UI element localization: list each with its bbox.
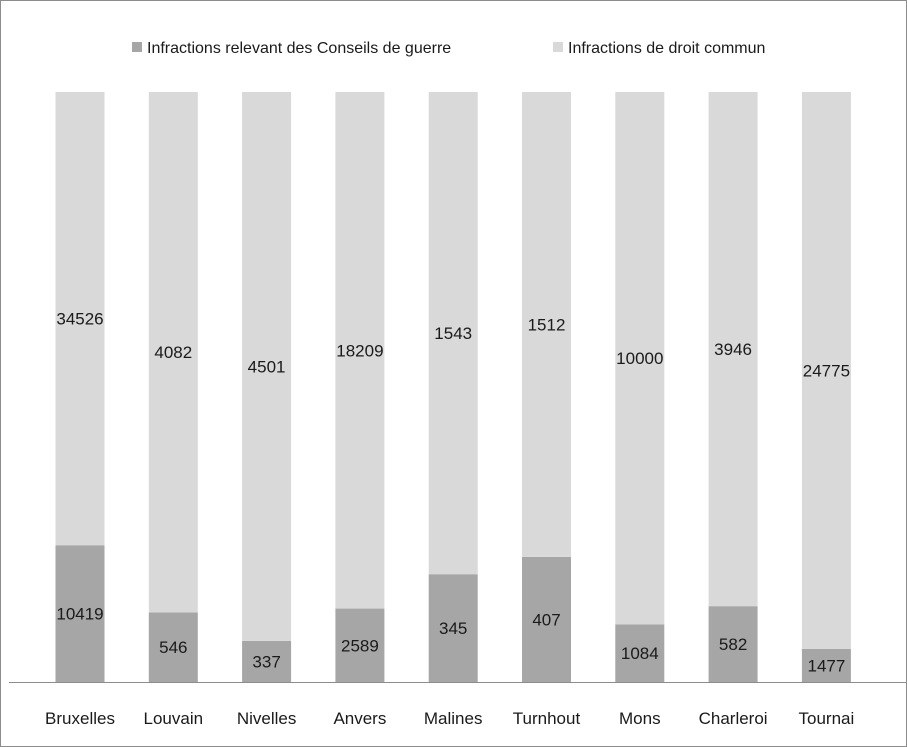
data-labels: 10419 34526 546 4082 337 4501 2589 18209 345 1543… [56, 310, 850, 676]
data-label-droit-commun-tournai: 24775 [803, 361, 850, 380]
data-label-conseils-de-guerre-bruxelles: 10419 [56, 605, 103, 624]
bar-droit-commun-anvers [335, 92, 385, 609]
data-label-conseils-de-guerre-tournai: 1477 [807, 656, 845, 675]
bar-conseils-de-guerre-louvain [148, 612, 198, 682]
data-label-conseils-de-guerre-turnhout: 407 [532, 610, 560, 629]
data-label-droit-commun-turnhout: 1512 [528, 315, 566, 334]
data-label-conseils-de-guerre-charleroi: 582 [719, 635, 747, 654]
bar-droit-commun-turnhout [522, 92, 571, 557]
x-tick-label-charleroi: Charleroi [699, 709, 768, 728]
data-label-droit-commun-malines: 1543 [434, 324, 472, 343]
data-label-conseils-de-guerre-louvain: 546 [159, 638, 187, 657]
x-tick-label-louvain: Louvain [144, 709, 204, 728]
legend: Infractions relevant des Conseils de gue… [132, 40, 765, 57]
data-label-droit-commun-nivelles: 4501 [248, 357, 286, 376]
bar-droit-commun-tournai [801, 92, 851, 649]
data-label-conseils-de-guerre-anvers: 2589 [341, 636, 379, 655]
bar-conseils-de-guerre-charleroi [708, 606, 758, 682]
legend-label-droit-commun: Infractions de droit commun [568, 40, 765, 57]
x-tick-label-mons: Mons [619, 709, 661, 728]
bar-conseils-de-guerre-mons [615, 624, 665, 682]
bar-conseils-de-guerre-tournai [801, 648, 851, 682]
bar-droit-commun-charleroi [708, 92, 758, 607]
bar-conseils-de-guerre-malines [428, 574, 478, 682]
data-label-droit-commun-charleroi: 3946 [714, 340, 752, 359]
bar-droit-commun-mons [615, 92, 665, 625]
x-tick-label-tournai: Tournai [799, 709, 855, 728]
bars [55, 92, 851, 682]
x-tick-label-malines: Malines [424, 709, 483, 728]
data-label-conseils-de-guerre-malines: 345 [439, 619, 467, 638]
x-tick-label-bruxelles: Bruxelles [45, 709, 115, 728]
bar-droit-commun-nivelles [242, 92, 292, 641]
data-label-conseils-de-guerre-mons: 1084 [621, 644, 659, 663]
data-label-droit-commun-anvers: 18209 [336, 341, 383, 360]
data-label-conseils-de-guerre-nivelles: 337 [252, 652, 280, 671]
bar-droit-commun-louvain [148, 92, 198, 613]
bar-droit-commun-malines [428, 92, 478, 575]
bar-droit-commun-bruxelles [55, 92, 105, 546]
legend-label-conseils-de-guerre: Infractions relevant des Conseils de gue… [147, 40, 451, 57]
bar-conseils-de-guerre-turnhout [522, 556, 571, 682]
data-label-droit-commun-mons: 10000 [616, 349, 663, 368]
x-tick-label-nivelles: Nivelles [237, 709, 297, 728]
bar-conseils-de-guerre-bruxelles [55, 545, 105, 682]
x-axis-tick-labels: Bruxelles Louvain Nivelles Anvers Malines Tur… [45, 709, 854, 728]
data-label-droit-commun-louvain: 4082 [154, 343, 192, 362]
x-tick-label-turnhout: Turnhout [513, 709, 581, 728]
bar-conseils-de-guerre-anvers [335, 608, 385, 682]
data-label-droit-commun-bruxelles: 34526 [56, 310, 103, 329]
bar-conseils-de-guerre-nivelles [242, 640, 292, 682]
legend-swatch-conseils-de-guerre [132, 42, 142, 52]
legend-swatch-droit-commun [553, 42, 563, 52]
x-tick-label-anvers: Anvers [333, 709, 386, 728]
